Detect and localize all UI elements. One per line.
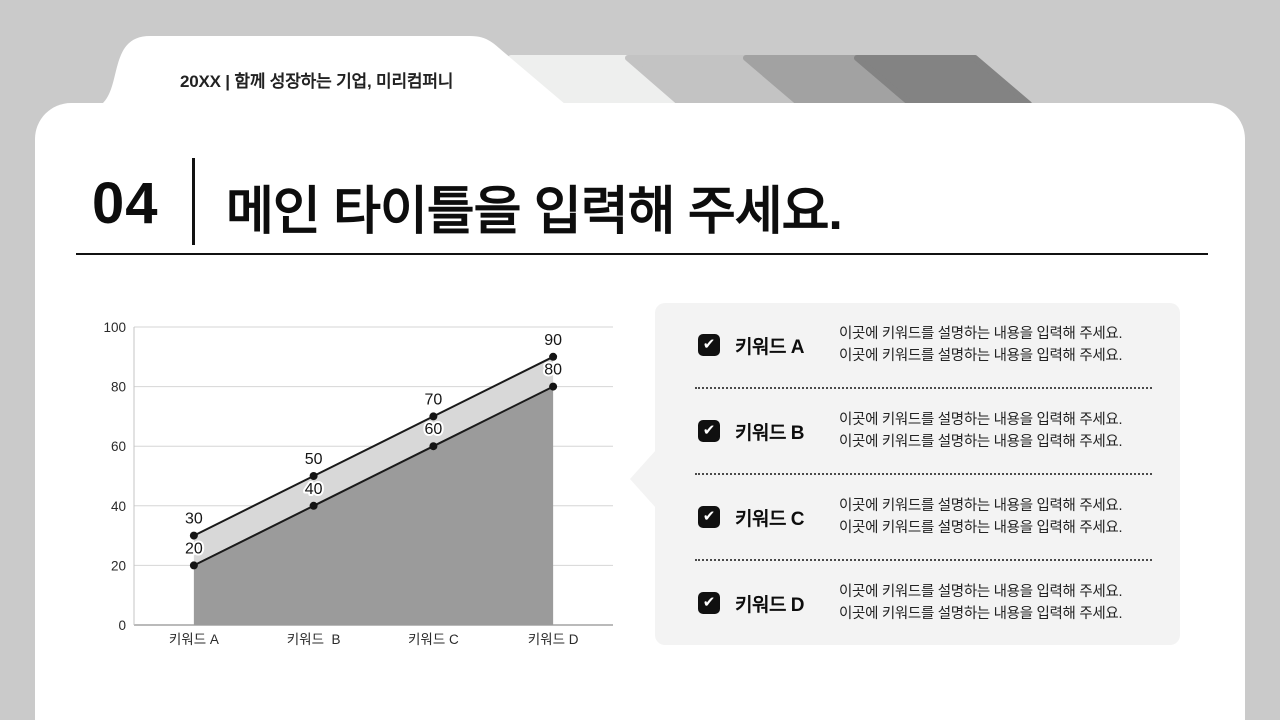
keyword-description: 이곳에 키워드를 설명하는 내용을 입력해 주세요. 이곳에 키워드를 설명하는… — [839, 409, 1122, 453]
chart-data-label: 90 — [544, 332, 562, 349]
chart-x-category-label: 키워드 C — [408, 632, 459, 647]
header-tab-shape — [84, 36, 572, 110]
chart-data-label: 20 — [185, 540, 203, 557]
keyword-label: 키워드 C — [735, 508, 804, 530]
dotted-separator — [695, 473, 1152, 475]
title-underline — [76, 253, 1208, 255]
chart-x-category-label: 키워드 D — [528, 632, 579, 647]
chart-x-category-label: 키워드 B — [287, 632, 341, 647]
chart-data-label: 50 — [305, 451, 323, 468]
chart-y-tick-label: 40 — [111, 499, 126, 514]
keyword-description-line: 이곳에 키워드를 설명하는 내용을 입력해 주세요. — [839, 498, 1123, 514]
chart-y-tick-label: 0 — [118, 618, 126, 633]
keyword-item-d: ✔ 키워드 D 이곳에 키워드를 설명하는 내용을 입력해 주세요. 이곳에 키… — [655, 561, 1180, 645]
chart-data-label: 30 — [185, 511, 203, 528]
keyword-item-c: ✔ 키워드 C 이곳에 키워드를 설명하는 내용을 입력해 주세요. 이곳에 키… — [655, 475, 1180, 559]
chart-x-category-label: 키워드 A — [169, 632, 219, 647]
keyword-area-chart: 30 50 70 90 20 40 60 80 0 20 40 60 80 100 키워드 A 키워드 B 키워… — [103, 320, 613, 647]
dotted-separator — [695, 559, 1152, 561]
chart-data-label: 80 — [544, 362, 562, 379]
keyword-description: 이곳에 키워드를 설명하는 내용을 입력해 주세요. 이곳에 키워드를 설명하는… — [839, 495, 1122, 539]
chart-y-tick-label: 60 — [111, 439, 126, 454]
page-title: 메인 타이틀을 입력해 주세요. — [226, 183, 843, 241]
diagonal-stripes — [508, 55, 1032, 107]
chart-y-tick-label: 100 — [103, 320, 126, 335]
chart-line-upper — [193, 355, 554, 537]
keyword-description-line: 이곳에 키워드를 설명하는 내용을 입력해 주세요. — [839, 412, 1123, 428]
checkbox-icon: ✔ — [698, 420, 720, 442]
keyword-description-line: 이곳에 키워드를 설명하는 내용을 입력해 주세요. — [839, 606, 1123, 622]
keyword-label: 키워드 A — [735, 336, 804, 358]
chart-marker — [189, 561, 198, 570]
chart-marker — [429, 412, 438, 421]
chart-y-tick-label: 20 — [111, 558, 126, 573]
title-divider — [192, 158, 195, 245]
keyword-description-line: 이곳에 키워드를 설명하는 내용을 입력해 주세요. — [839, 326, 1123, 342]
keyword-panel: ✔ 키워드 A 이곳에 키워드를 설명하는 내용을 입력해 주세요. 이곳에 키… — [630, 303, 1180, 645]
chart-marker — [549, 352, 558, 361]
chart-marker — [189, 531, 198, 540]
chart-marker — [309, 501, 318, 510]
panel-tail-arrow — [630, 450, 656, 508]
chart-y-tick-label: 80 — [111, 380, 126, 395]
chart-marker — [549, 382, 558, 391]
keyword-description: 이곳에 키워드를 설명하는 내용을 입력해 주세요. 이곳에 키워드를 설명하는… — [839, 581, 1122, 625]
keyword-description-line: 이곳에 키워드를 설명하는 내용을 입력해 주세요. — [839, 584, 1123, 600]
chart-line-lower — [193, 385, 554, 567]
slide-number: 04 — [92, 171, 159, 236]
keyword-item-b: ✔ 키워드 B 이곳에 키워드를 설명하는 내용을 입력해 주세요. 이곳에 키… — [655, 389, 1180, 473]
checkbox-icon: ✔ — [698, 506, 720, 528]
chart-marker — [429, 442, 438, 451]
keyword-label: 키워드 B — [735, 422, 804, 444]
keyword-description: 이곳에 키워드를 설명하는 내용을 입력해 주세요. 이곳에 키워드를 설명하는… — [839, 323, 1122, 367]
chart-data-label: 70 — [424, 391, 442, 408]
checkbox-icon: ✔ — [698, 334, 720, 356]
keyword-description-line: 이곳에 키워드를 설명하는 내용을 입력해 주세요. — [839, 434, 1123, 450]
checkbox-icon: ✔ — [698, 592, 720, 614]
keyword-description-line: 이곳에 키워드를 설명하는 내용을 입력해 주세요. — [839, 520, 1123, 536]
keyword-description-line: 이곳에 키워드를 설명하는 내용을 입력해 주세요. — [839, 348, 1123, 364]
chart-area-lower — [193, 386, 554, 625]
chart-data-label: 60 — [424, 421, 442, 438]
keyword-label: 키워드 D — [735, 594, 804, 616]
keyword-item-a: ✔ 키워드 A 이곳에 키워드를 설명하는 내용을 입력해 주세요. 이곳에 키… — [655, 303, 1180, 387]
header-tagline: 20XX | 함께 성장하는 기업, 미리컴퍼니 — [180, 72, 454, 91]
chart-data-label: 40 — [305, 481, 323, 498]
chart-area-band — [193, 356, 554, 566]
dotted-separator — [695, 387, 1152, 389]
chart-marker — [309, 472, 318, 480]
